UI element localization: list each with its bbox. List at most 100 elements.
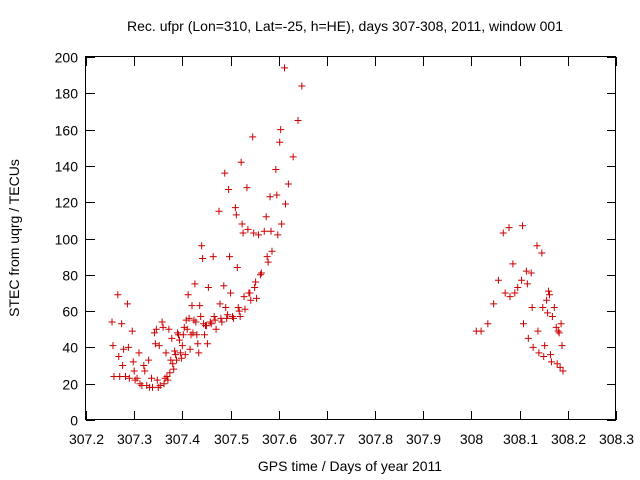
data-points (108, 64, 567, 391)
data-point (538, 249, 546, 257)
x-tick-label: 307.3 (117, 431, 152, 447)
data-point (120, 345, 128, 353)
data-point (172, 351, 180, 359)
x-tick-label: 308 (460, 431, 484, 447)
y-tick-label: 60 (62, 304, 78, 320)
x-tick-label: 307.8 (358, 431, 393, 447)
data-point (152, 325, 160, 333)
y-tick-label: 160 (55, 123, 79, 139)
data-point (128, 327, 136, 335)
data-point (228, 313, 236, 321)
data-point (198, 242, 206, 250)
data-point (163, 372, 171, 380)
data-point (241, 305, 249, 313)
data-point (177, 354, 185, 362)
data-point (552, 323, 560, 331)
x-tick-label: 307.4 (165, 431, 200, 447)
data-point (220, 282, 228, 290)
y-tick-label: 180 (55, 86, 79, 102)
data-point (539, 303, 547, 311)
data-point (550, 303, 558, 311)
data-point (156, 382, 164, 390)
data-point (546, 291, 554, 299)
data-point (273, 191, 281, 199)
data-point (545, 287, 553, 295)
data-point (233, 264, 241, 272)
data-point (252, 278, 260, 286)
data-point (523, 280, 531, 288)
x-axis-label: GPS time / Days of year 2011 (258, 458, 442, 474)
data-point (235, 307, 243, 315)
data-point (237, 158, 245, 166)
data-point (176, 349, 184, 357)
data-point (557, 320, 565, 328)
data-point (119, 362, 127, 370)
data-point (140, 362, 148, 370)
data-point (108, 318, 116, 326)
data-point (171, 347, 179, 355)
data-point (543, 296, 551, 304)
data-point (199, 254, 207, 262)
data-point (268, 247, 276, 255)
data-point (256, 271, 264, 279)
data-point (274, 231, 282, 239)
data-point (206, 318, 214, 326)
data-point (162, 349, 170, 357)
data-point (555, 329, 563, 337)
data-point (251, 284, 259, 292)
x-tick-label: 307.2 (69, 431, 104, 447)
data-point (115, 352, 123, 360)
data-point (168, 334, 176, 342)
data-point (262, 213, 270, 221)
data-point (499, 229, 507, 237)
x-tick-label: 307.5 (214, 431, 249, 447)
data-point (249, 133, 257, 141)
data-point (204, 284, 212, 292)
data-point (169, 360, 177, 368)
data-point (556, 363, 564, 371)
data-point (216, 300, 224, 308)
data-point (165, 325, 173, 333)
data-point (158, 318, 166, 326)
y-axis-label: STEC from uqrg / TECUs (6, 159, 22, 317)
data-point (236, 313, 244, 321)
data-point (201, 331, 209, 339)
data-point (246, 289, 254, 297)
data-point (194, 340, 202, 348)
data-point (114, 291, 122, 299)
data-point (212, 325, 220, 333)
data-point (511, 289, 519, 297)
plot-frame (85, 56, 616, 420)
data-point (143, 382, 151, 390)
data-point (263, 253, 271, 261)
data-point (541, 342, 549, 350)
data-point (125, 374, 133, 382)
data-point (272, 166, 280, 174)
x-tick-label: 308.1 (503, 431, 538, 447)
data-point (494, 276, 502, 284)
data-point (218, 318, 226, 326)
data-point (181, 351, 189, 359)
data-point (250, 229, 258, 237)
data-point (260, 227, 268, 235)
data-point (534, 327, 542, 335)
data-point (166, 369, 174, 377)
data-point (284, 180, 292, 188)
data-point (175, 336, 183, 344)
data-point (133, 374, 141, 382)
y-tick-label: 140 (55, 159, 79, 175)
data-point (122, 372, 130, 380)
data-point (244, 225, 252, 233)
chart-title: Rec. ufpr (Lon=310, Lat=-25, h=HE), days… (127, 18, 563, 34)
data-point (174, 329, 182, 337)
data-point (278, 220, 286, 228)
data-point (193, 331, 201, 339)
data-point (131, 376, 139, 384)
data-point (203, 340, 211, 348)
data-point (276, 138, 284, 146)
data-point (267, 227, 275, 235)
data-point (232, 211, 240, 219)
data-point (209, 253, 217, 261)
x-axis: 307.2 307.3 307.4 307.5 307.6 307.7 307.8 307.9… (69, 57, 634, 447)
